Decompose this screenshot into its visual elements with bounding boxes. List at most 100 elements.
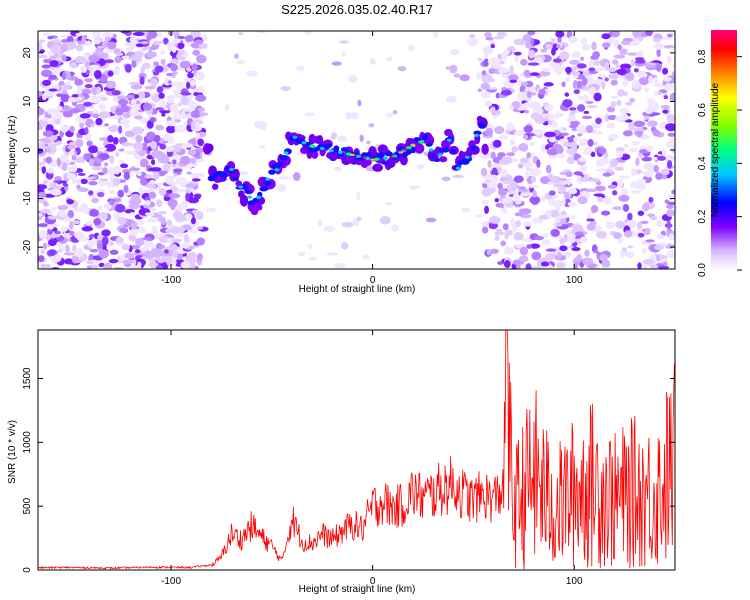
spectrogram-noise-cell: [118, 98, 129, 106]
spectrogram-noise-cell: [162, 133, 170, 142]
spectrogram-noise-cell: [663, 45, 675, 49]
spectrogram-noise-cell: [529, 167, 542, 177]
spectrogram-noise-cell: [61, 39, 68, 43]
spectrogram-noise-cell: [556, 146, 564, 154]
spectrogram-noise-cell: [481, 200, 490, 205]
spectrogram-noise-cell: [99, 212, 107, 220]
spectrogram-noise-cell: [122, 169, 132, 174]
spectrogram-ytick-label: -20: [22, 239, 33, 254]
spectrogram-noise-cell: [146, 120, 154, 129]
spectrogram-noise-cell: [648, 196, 654, 203]
spectrogram-noise-cell: [564, 251, 572, 259]
spectrogram-noise-cell: [655, 41, 660, 50]
spectrogram-noise-cell: [125, 41, 133, 47]
spectrogram-noise-cell: [161, 112, 166, 117]
spectrogram-noise-cell: [49, 60, 59, 68]
spectrogram-noise-cell: [105, 181, 114, 186]
spectrogram-noise-cell: [573, 171, 583, 176]
spectrogram-ridge-cell: [439, 156, 448, 163]
spectrogram-noise-cell: [48, 249, 57, 257]
spectrogram-noise-cell: [593, 130, 603, 135]
spectrogram-heatmap: [38, 31, 675, 269]
spectrogram-noise-cell: [175, 81, 185, 89]
spectrogram-noise-cell: [153, 151, 166, 159]
spectrogram-noise-cell: [170, 245, 179, 251]
spectrogram-noise-cell: [236, 60, 246, 65]
spectrogram-ridge-peak: [446, 138, 452, 142]
spectrogram-noise-cell: [649, 112, 661, 116]
spectrogram-noise-cell: [525, 171, 530, 179]
spectrogram-noise-cell: [665, 140, 675, 149]
spectrogram-noise-cell: [119, 163, 129, 169]
spectrogram-noise-cell: [501, 156, 513, 165]
spectrogram-noise-cell: [97, 147, 108, 151]
spectrogram-noise-cell: [631, 80, 641, 89]
spectrogram-noise-cell: [171, 259, 177, 267]
spectrogram-noise-cell: [364, 145, 370, 150]
spectrogram-noise-cell: [622, 203, 630, 212]
spectrogram-noise-cell: [69, 108, 81, 114]
spectrogram-noise-cell: [523, 221, 533, 227]
spectrogram-noise-cell: [61, 72, 67, 81]
spectrogram-noise-cell: [488, 174, 499, 183]
spectrogram-noise-cell: [624, 72, 635, 81]
spectrogram-noise-cell: [187, 149, 197, 156]
spectrogram-noise-cell: [121, 142, 134, 147]
spectrogram-noise-cell: [661, 174, 668, 180]
spectrogram-noise-cell: [86, 140, 93, 147]
spectrogram-noise-cell: [530, 91, 537, 96]
spectrogram-noise-cell: [72, 220, 81, 225]
spectrogram-noise-cell: [656, 64, 662, 72]
spectrogram-noise-cell: [417, 163, 425, 170]
spectrogram-noise-cell: [39, 161, 46, 166]
spectrogram-noise-cell: [173, 173, 178, 177]
spectrogram-noise-cell: [556, 262, 564, 269]
spectrogram-noise-cell: [189, 229, 198, 234]
spectrogram-noise-cell: [67, 209, 74, 219]
spectrogram-noise-cell: [174, 119, 182, 123]
spectrogram-ridge-core: [361, 152, 368, 157]
spectrogram-noise-cell: [587, 138, 594, 147]
spectrogram-noise-cell: [160, 58, 166, 66]
spectrogram-noise-cell: [71, 254, 80, 264]
spectrogram-noise-cell: [515, 199, 521, 205]
spectrogram-ridge-peak: [274, 168, 280, 172]
spectrogram-noise-cell: [179, 60, 191, 69]
spectrogram-noise-cell: [161, 84, 173, 88]
spectrogram-noise-cell: [484, 100, 493, 107]
spectrogram-noise-cell: [113, 212, 121, 220]
spectrogram-noise-cell: [526, 91, 532, 99]
spectrogram-noise-cell: [588, 59, 595, 68]
spectrogram-noise-cell: [350, 112, 359, 120]
spectrogram-noise-cell: [599, 253, 608, 262]
spectrogram-noise-cell: [643, 163, 655, 170]
spectrogram-noise-cell: [586, 104, 598, 109]
spectrogram-noise-cell: [191, 63, 198, 71]
spectrogram-noise-cell: [53, 230, 62, 235]
spectrogram-noise-cell: [619, 250, 625, 258]
spectrogram-noise-cell: [119, 119, 131, 125]
spectrogram-noise-cell: [641, 156, 653, 162]
spectrogram-noise-cell: [660, 168, 670, 176]
spectrogram-noise-cell: [168, 193, 181, 199]
spectrogram-noise-cell: [500, 240, 506, 247]
spectrogram-noise-cell: [77, 187, 89, 193]
spectrogram-noise-cell: [644, 87, 649, 93]
spectrogram-noise-cell: [151, 93, 161, 103]
spectrogram-noise-cell: [139, 158, 149, 168]
spectrogram-noise-cell: [60, 226, 68, 232]
spectrogram-noise-cell: [555, 110, 560, 119]
spectrogram-noise-cell: [91, 165, 103, 171]
spectrogram-noise-cell: [567, 235, 576, 244]
spectrogram-noise-cell: [195, 94, 207, 102]
spectrogram-noise-cell: [569, 107, 577, 111]
spectrogram-noise-cell: [369, 58, 376, 65]
spectrogram-noise-cell: [39, 49, 46, 54]
spectrogram-noise-cell: [38, 184, 48, 190]
spectrogram-noise-cell: [124, 64, 132, 73]
spectrogram-noise-cell: [596, 196, 604, 203]
spectrogram-noise-cell: [135, 237, 145, 247]
spectrogram-noise-cell: [531, 200, 539, 205]
spectrogram-noise-cell: [660, 104, 670, 109]
spectrogram-noise-cell: [341, 52, 346, 57]
